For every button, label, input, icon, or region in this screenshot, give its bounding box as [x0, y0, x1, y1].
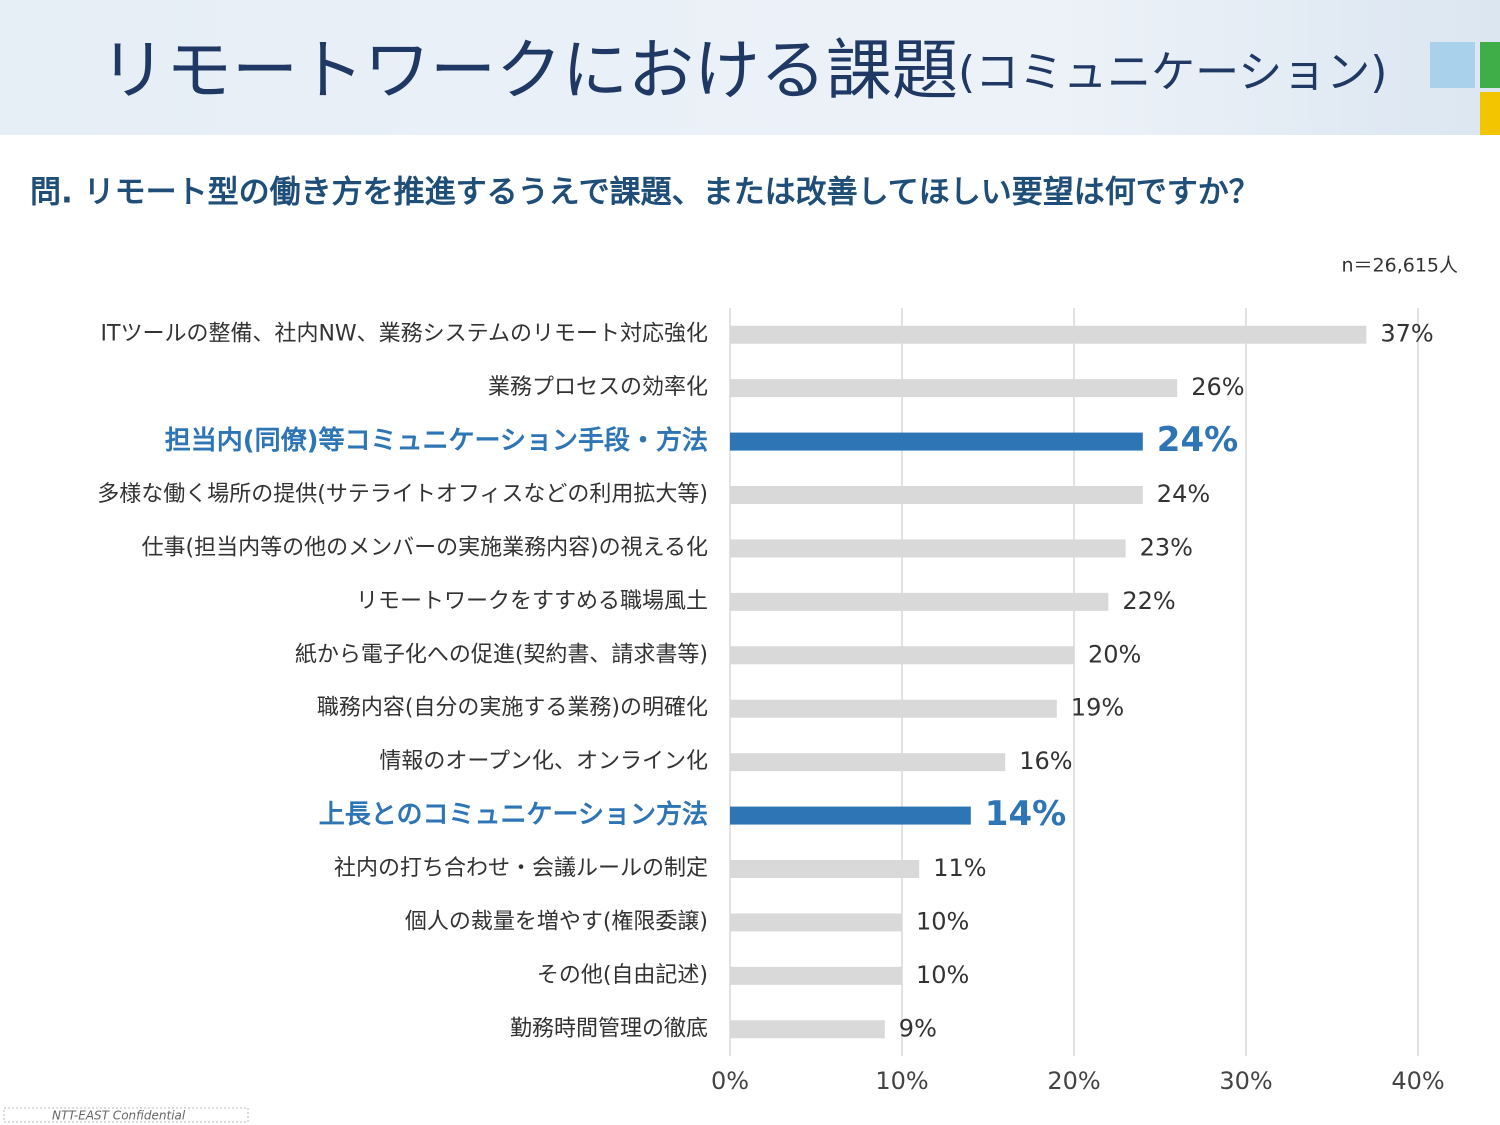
value-label: 11%: [933, 854, 986, 882]
header-band: [0, 0, 1500, 135]
subtitle: 問. リモート型の働き方を推進するうえで課題、または改善してほしい要望は何ですか…: [30, 175, 1260, 211]
bar: [730, 325, 1367, 344]
footer-box: [3, 1107, 249, 1123]
category-label: リモートワークをすすめる職場風土: [356, 589, 708, 614]
x-tick-label: 10%: [875, 1067, 928, 1095]
value-label: 26%: [1191, 373, 1244, 401]
value-label: 10%: [916, 961, 969, 989]
category-label: 上長とのコミュニケーション方法: [319, 799, 708, 830]
bar: [730, 860, 920, 878]
bar: [730, 539, 1126, 558]
category-label: 個人の裁量を増やす(権限委譲): [405, 909, 708, 934]
bar: [730, 699, 1057, 718]
value-label: 10%: [916, 907, 969, 935]
category-label: その他(自由記述): [537, 963, 708, 988]
x-tick-label: 30%: [1219, 1067, 1272, 1095]
value-label: 24%: [1157, 420, 1238, 460]
bar: [730, 432, 1143, 451]
category-label: 情報のオープン化、オンライン化: [379, 749, 708, 774]
value-label: 37%: [1380, 320, 1433, 348]
x-tick-label: 40%: [1391, 1067, 1444, 1095]
value-label: 9%: [899, 1014, 937, 1042]
bar: [730, 913, 902, 932]
value-label: 16%: [1019, 747, 1072, 775]
bar: [730, 753, 1006, 772]
value-label: 20%: [1088, 640, 1141, 668]
sample-note: n＝26,615人: [1341, 255, 1458, 277]
category-label: ITツールの整備、社内NW、業務システムのリモート対応強化: [101, 322, 708, 347]
bar: [730, 1020, 885, 1039]
deco-square: [1480, 92, 1500, 135]
x-tick-label: 0%: [711, 1067, 749, 1095]
bar: [730, 486, 1143, 504]
category-label: 多様な働く場所の提供(サテライトオフィスなどの利用拡大等): [97, 482, 708, 507]
x-tick-label: 20%: [1047, 1067, 1100, 1095]
bar: [730, 379, 1178, 398]
chart-title: リモートワークにおける課題(コミュニケーション): [100, 32, 1387, 109]
category-label: 社内の打ち合わせ・会議ルールの制定: [334, 856, 708, 881]
value-label: 24%: [1157, 480, 1210, 508]
value-label: 22%: [1122, 587, 1175, 615]
category-label: 紙から電子化への促進(契約書、請求書等): [295, 642, 708, 667]
category-label: 職務内容(自分の実施する業務)の明確化: [317, 696, 708, 721]
value-label: 23%: [1140, 533, 1193, 561]
bar: [730, 646, 1074, 665]
category-label: 仕事(担当内等の他のメンバーの実施業務内容)の視える化: [141, 535, 708, 560]
plot: 0% 10% 20% 30% 40% ITツールの整備、社内NW、業務システムのリモート対…: [97, 308, 1445, 1095]
bar: [730, 592, 1109, 611]
category-label: 業務プロセスの効率化: [488, 375, 708, 400]
bar: [730, 966, 902, 985]
deco-square: [1430, 42, 1475, 88]
category-label: 担当内(同僚)等コミュニケーション手段・方法: [165, 425, 708, 456]
footer: NTT-EAST Confidential: [52, 1109, 186, 1123]
value-label: 14%: [985, 794, 1066, 834]
category-label: 勤務時間管理の徹底: [510, 1016, 708, 1041]
value-label: 19%: [1071, 694, 1124, 722]
deco-square: [1480, 42, 1500, 88]
bar: [730, 806, 971, 825]
